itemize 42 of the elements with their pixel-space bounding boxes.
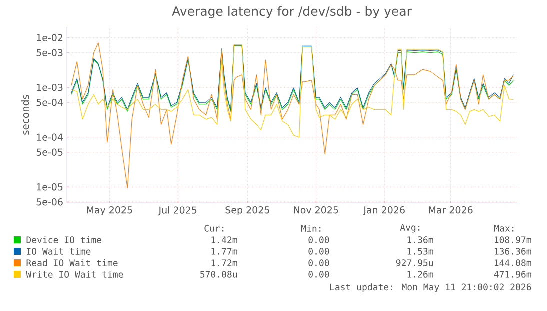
x-tick-label: Jul 2025 — [158, 206, 197, 216]
y-tick-label: 1e-04 — [37, 134, 63, 141]
text: 471.96m — [494, 271, 532, 278]
x-tick-label: May 2025 — [87, 206, 132, 216]
legend-label: Read IO Wait time — [26, 260, 118, 266]
text: 1.77m — [212, 248, 238, 255]
x-tick-label: Nov 2025 — [294, 206, 338, 214]
text: 1.26m — [408, 271, 434, 278]
text: 108.97m — [494, 236, 532, 244]
chart-title: Average latency for /dev/sdb - by year — [172, 6, 412, 18]
x-tick-label: Mar 2026 — [429, 206, 473, 214]
x-tick-label: Jan 2026 — [363, 206, 405, 216]
text: 0.00 — [308, 260, 330, 266]
text: 570.08u — [200, 271, 238, 278]
text: 1.36m — [408, 236, 434, 244]
y-tick-label: 5e-04 — [36, 98, 63, 106]
text: 0.00 — [308, 248, 330, 255]
text: Max: — [494, 225, 514, 232]
text: 1.42m — [212, 236, 238, 244]
text: 0.00 — [308, 236, 330, 244]
legend-label: Write IO Wait time — [26, 271, 124, 278]
y-tick-label: 1e-05 — [37, 184, 63, 191]
y-tick-label: 1e-03 — [37, 84, 63, 92]
text: 927.95u — [396, 260, 434, 266]
text: Avg: — [400, 224, 420, 233]
text: 1.53m — [408, 248, 434, 255]
legend-label: IO Wait time — [27, 248, 91, 255]
line-series — [71, 42, 514, 189]
x-tick-label: Sep 2025 — [226, 206, 270, 216]
text: Last update: Mon May 11 21:00:02 2026 — [330, 284, 532, 292]
y-axis-title: seconds — [22, 95, 30, 135]
text: 136.36m — [494, 248, 532, 255]
text: Cur: — [204, 225, 224, 232]
text: 1.72m — [212, 260, 238, 266]
text: 144.08m — [494, 260, 532, 266]
y-tick-label: 5e-05 — [36, 148, 63, 156]
y-tick-label: 5e-03 — [36, 49, 63, 56]
y-tick-label: 5e-06 — [36, 198, 63, 206]
text: Min: — [302, 225, 321, 232]
text: 0.00 — [308, 271, 330, 278]
y-tick-label: 1e-02 — [37, 34, 63, 42]
legend-label: Device IO time — [26, 236, 102, 244]
